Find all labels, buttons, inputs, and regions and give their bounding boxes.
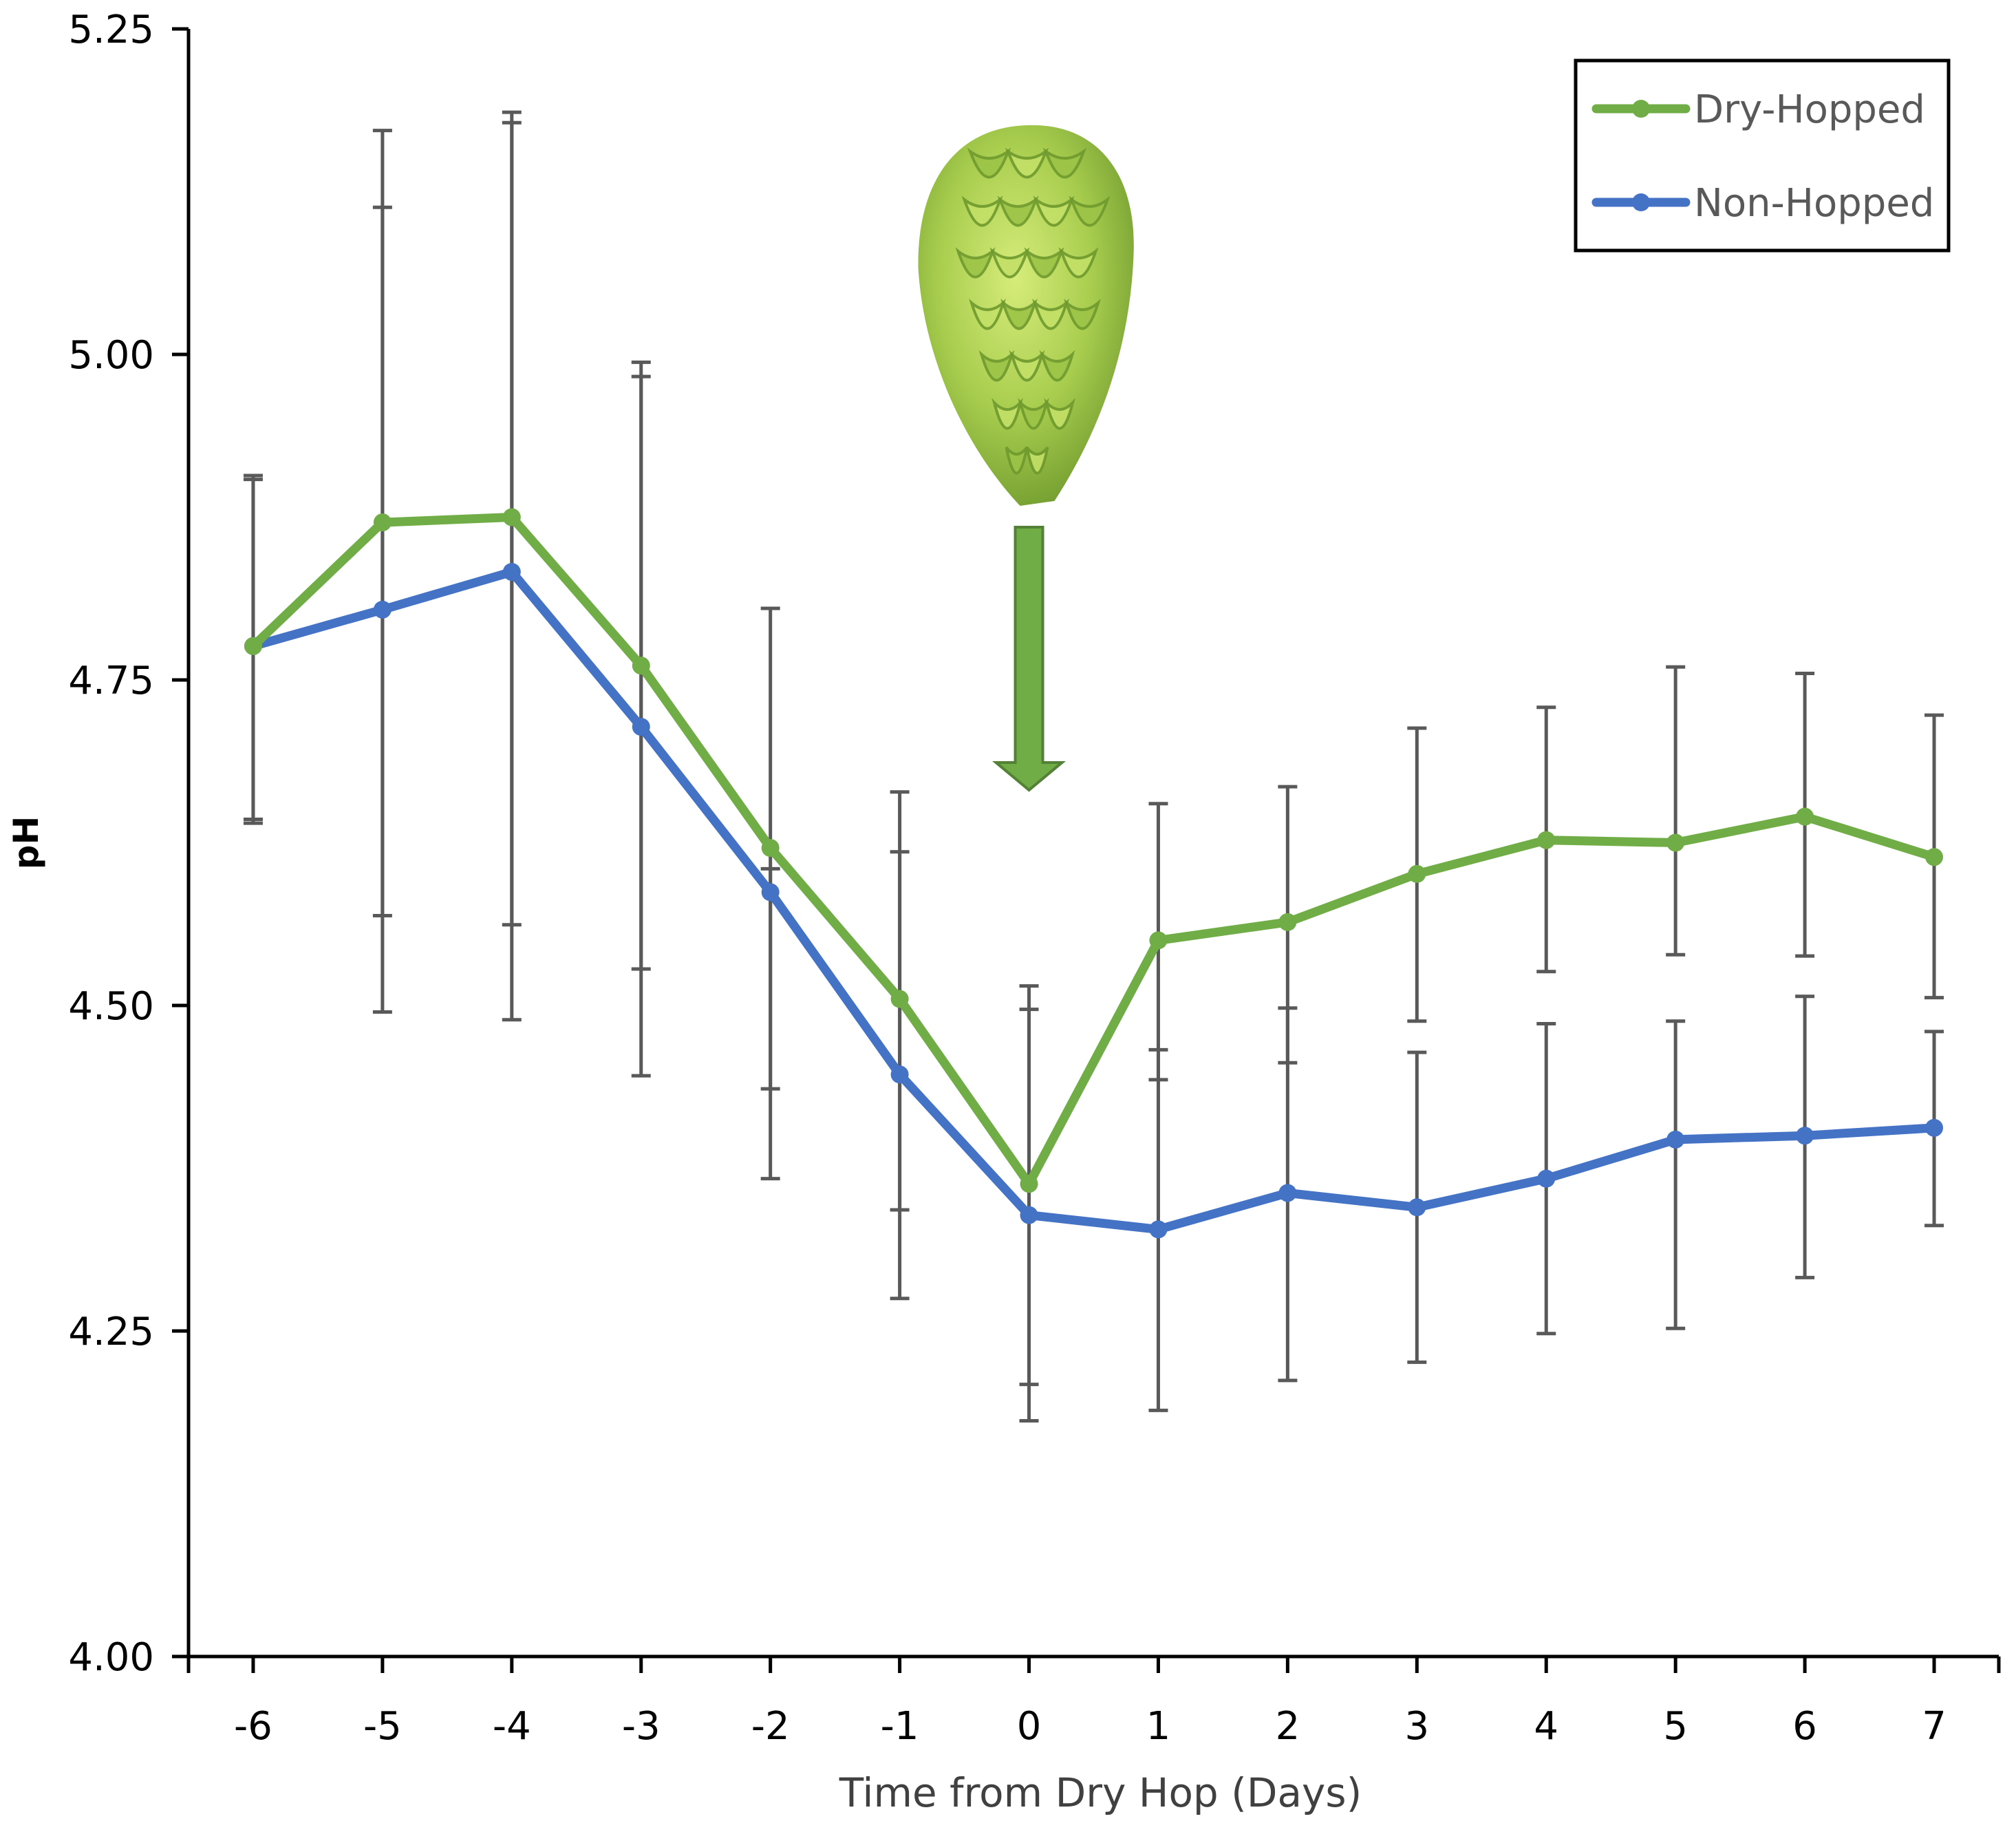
x-axis-title: Time from Dry Hop (Days) [839,1769,1362,1816]
hop-bract [967,147,1011,179]
data-point-dry-hopped [1020,1175,1038,1193]
y-axis-title: pH [6,816,46,870]
data-point-non-hopped [1278,1184,1297,1202]
y-tick-label: 5.25 [68,8,154,52]
hop-bract [1064,298,1102,330]
x-tick-label: -1 [881,1704,919,1749]
legend-box [1574,58,1951,253]
hop-bract [989,247,1030,279]
data-point-non-hopped [1020,1206,1038,1224]
legend-marker-dry-hopped [1632,100,1650,118]
hop-bract [1033,195,1075,227]
series-line-non-hopped [248,567,1939,1234]
data-point-non-hopped [1149,1220,1168,1239]
x-tick-label: 6 [1792,1704,1817,1749]
dry-hop-arrow [992,526,1066,792]
hop-bract [997,195,1039,227]
data-point-non-hopped [1666,1130,1685,1149]
x-tick-label: 7 [1922,1704,1947,1749]
y-tick-label: 4.50 [68,984,154,1029]
data-point-non-hopped [1537,1169,1556,1188]
hop-bract [1000,298,1038,330]
data-point-dry-hopped [1149,931,1168,950]
series-markers [244,508,1944,1239]
hop-bract [1032,298,1070,330]
hop-bract [1009,350,1045,382]
hop-bract [991,398,1023,430]
x-tick-label: -2 [751,1704,790,1749]
axes [186,29,1999,1659]
data-point-dry-hopped [1666,833,1685,852]
hop-bract [1042,147,1087,179]
legend-label-non-hopped: Non-Hopped [1694,181,1934,226]
hop-bract [978,350,1015,382]
x-tick-label: 2 [1276,1704,1300,1749]
hop-bract [1024,247,1064,279]
data-point-dry-hopped [1537,831,1556,849]
data-point-non-hopped [890,1065,909,1084]
data-point-non-hopped [761,883,780,902]
x-tick-label: 4 [1534,1704,1558,1749]
data-point-non-hopped [1408,1198,1426,1217]
hop-bract [1018,398,1049,430]
x-tick-label: 3 [1405,1704,1430,1749]
y-tick-label: 4.00 [68,1635,154,1680]
data-point-non-hopped [632,718,650,736]
series-line-dry-hopped [248,513,1939,1189]
hop-bract [1069,195,1111,227]
x-axis-ticks: -6 -5 -4 -3 -2 -1 0 1 2 3 4 5 6 7 [186,1657,2001,1749]
data-point-non-hopped [373,600,392,619]
y-tick-label: 4.75 [68,659,154,703]
data-point-dry-hopped [373,513,392,532]
hop-bract [955,247,996,279]
data-point-non-hopped [1796,1127,1814,1145]
x-tick-label: 1 [1146,1704,1171,1749]
legend-marker-non-hopped [1632,193,1650,211]
y-axis-ticks: 4.00 4.25 4.50 4.75 5.00 5.25 [68,8,189,1680]
series-lines [248,513,1939,1234]
y-tick-label: 4.25 [68,1310,154,1354]
x-tick-label: -3 [622,1704,661,1749]
data-point-non-hopped [1925,1118,1944,1137]
hop-bract [1025,446,1049,475]
data-point-non-hopped [502,562,521,581]
x-tick-label: 0 [1017,1704,1042,1749]
data-point-dry-hopped [890,990,909,1008]
data-point-dry-hopped [1796,807,1814,826]
data-point-dry-hopped [1408,864,1426,883]
hop-bract [1044,398,1075,430]
hop-bract [1005,446,1029,475]
data-point-dry-hopped [244,637,262,655]
x-tick-label: -4 [493,1704,531,1749]
data-point-dry-hopped [1278,913,1297,931]
legend-label-dry-hopped: Dry-Hopped [1694,87,1925,132]
legend: Dry-Hopped Non-Hopped [1574,58,1951,253]
x-tick-label: 5 [1663,1704,1688,1749]
data-point-dry-hopped [632,657,650,675]
hop-bract [1058,247,1099,279]
data-point-dry-hopped [502,508,521,526]
y-tick-label: 5.00 [68,333,154,378]
x-tick-label: -5 [363,1704,402,1749]
data-point-dry-hopped [761,839,780,858]
hop-bract [1039,350,1075,382]
hop-bract [1005,147,1049,179]
dry-hop-arrow-icon [992,526,1066,792]
hop-bract [969,298,1007,330]
x-tick-label: -6 [234,1704,272,1749]
hop-bract [961,195,1003,227]
hop-cone-icon [918,125,1134,506]
data-point-dry-hopped [1925,848,1944,866]
